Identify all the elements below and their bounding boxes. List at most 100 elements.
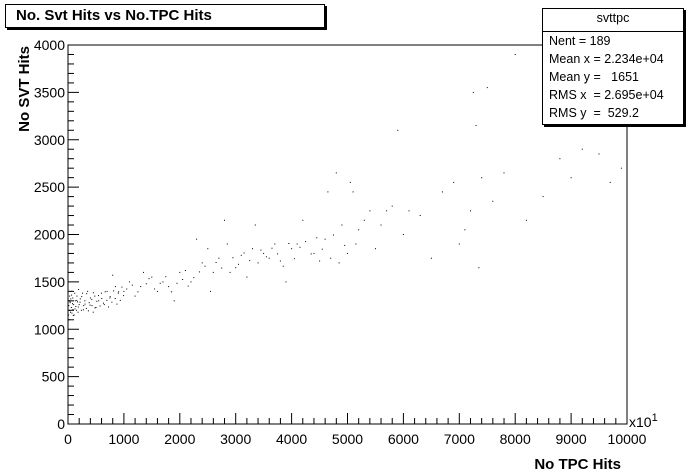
- data-point: [386, 210, 388, 212]
- data-point: [279, 260, 281, 262]
- data-point: [472, 91, 474, 93]
- data-point: [210, 290, 211, 292]
- data-point: [285, 281, 287, 283]
- data-point: [165, 276, 167, 278]
- data-point: [442, 191, 443, 193]
- data-point: [271, 247, 273, 249]
- data-point: [82, 309, 84, 311]
- data-point: [226, 243, 228, 245]
- data-point: [117, 292, 119, 294]
- y-tick-label: 1500: [34, 274, 65, 290]
- data-point: [341, 224, 343, 226]
- data-point: [173, 300, 175, 302]
- data-point: [89, 297, 91, 299]
- data-point: [302, 219, 304, 221]
- data-point: [330, 257, 332, 259]
- x-tick-label: 10000: [608, 431, 647, 447]
- x-axis-multiplier: x101: [629, 412, 658, 430]
- y-tick-label: 3500: [34, 84, 65, 100]
- data-point: [159, 282, 161, 284]
- data-point: [363, 219, 365, 221]
- data-point: [114, 298, 116, 299]
- data-point: [123, 295, 125, 297]
- data-point: [246, 276, 248, 278]
- stats-entries: Nent = 189: [549, 34, 611, 48]
- y-tick-label: 4000: [34, 37, 65, 53]
- data-point: [140, 286, 142, 288]
- data-point: [151, 276, 153, 278]
- x-tick-label: 6000: [388, 431, 419, 447]
- data-point: [94, 295, 96, 297]
- data-point: [88, 302, 90, 304]
- data-point: [81, 296, 83, 298]
- data-point: [277, 253, 279, 255]
- data-point: [82, 292, 83, 294]
- data-point: [112, 274, 114, 276]
- x-tick-label: 4000: [276, 431, 307, 447]
- data-point: [72, 315, 74, 316]
- stats-mean-x: Mean x = 2.234e+04: [549, 52, 664, 66]
- data-point: [77, 311, 79, 313]
- data-point: [198, 271, 200, 273]
- data-point: [291, 248, 293, 250]
- data-point: [106, 290, 108, 292]
- data-point: [78, 304, 80, 306]
- data-point: [104, 291, 106, 293]
- data-point: [79, 301, 81, 303]
- data-point: [207, 248, 209, 250]
- data-point: [121, 286, 123, 288]
- data-point: [187, 285, 189, 287]
- data-point: [101, 298, 103, 299]
- data-point: [113, 290, 115, 292]
- x-tick-label: 9000: [556, 431, 587, 447]
- data-point: [78, 289, 80, 290]
- data-point: [324, 238, 326, 240]
- points-layer: [68, 54, 622, 321]
- x-axis-multiplier-base: x10: [629, 414, 652, 430]
- data-point: [397, 129, 399, 131]
- data-point: [71, 312, 73, 314]
- x-tick-label: 2000: [164, 431, 195, 447]
- data-point: [257, 262, 259, 264]
- data-point: [170, 291, 172, 293]
- data-point: [408, 210, 410, 212]
- data-point: [419, 215, 421, 216]
- data-point: [453, 181, 455, 183]
- data-point: [338, 262, 340, 264]
- data-point: [76, 299, 78, 301]
- data-point: [71, 294, 73, 296]
- chart-title: No. Svt Hits vs No.TPC Hits: [16, 7, 212, 24]
- data-point: [299, 246, 301, 248]
- data-point: [91, 305, 93, 307]
- data-point: [268, 257, 270, 259]
- data-point: [74, 308, 76, 310]
- data-point: [103, 302, 104, 304]
- data-point: [352, 191, 354, 193]
- data-point: [95, 307, 97, 308]
- data-point: [380, 224, 382, 226]
- data-point: [492, 200, 494, 202]
- data-point: [77, 306, 79, 308]
- data-point: [212, 271, 214, 273]
- stats-mean-y: Mean y = 1651: [549, 70, 639, 84]
- data-point: [69, 301, 71, 303]
- data-point: [86, 293, 88, 295]
- data-point: [559, 158, 561, 160]
- y-tick-label: 1000: [34, 321, 65, 337]
- data-point: [321, 248, 323, 250]
- data-point: [72, 297, 74, 299]
- x-tick-label: 0: [64, 431, 72, 447]
- data-point: [76, 295, 78, 297]
- data-point: [598, 153, 600, 155]
- data-point: [542, 196, 544, 198]
- x-axis-multiplier-exponent: 1: [652, 412, 658, 424]
- x-axis-label: No TPC Hits: [534, 456, 621, 473]
- data-point: [478, 267, 480, 269]
- data-point: [475, 125, 477, 126]
- data-point: [162, 281, 164, 283]
- data-point: [249, 260, 251, 262]
- y-tick-label: 2500: [34, 179, 65, 195]
- data-point: [282, 265, 284, 267]
- x-axis: 0 1000 2000 3000 4000 5000 6000 7000 8000 9000 100…: [64, 413, 647, 447]
- data-point: [215, 262, 217, 263]
